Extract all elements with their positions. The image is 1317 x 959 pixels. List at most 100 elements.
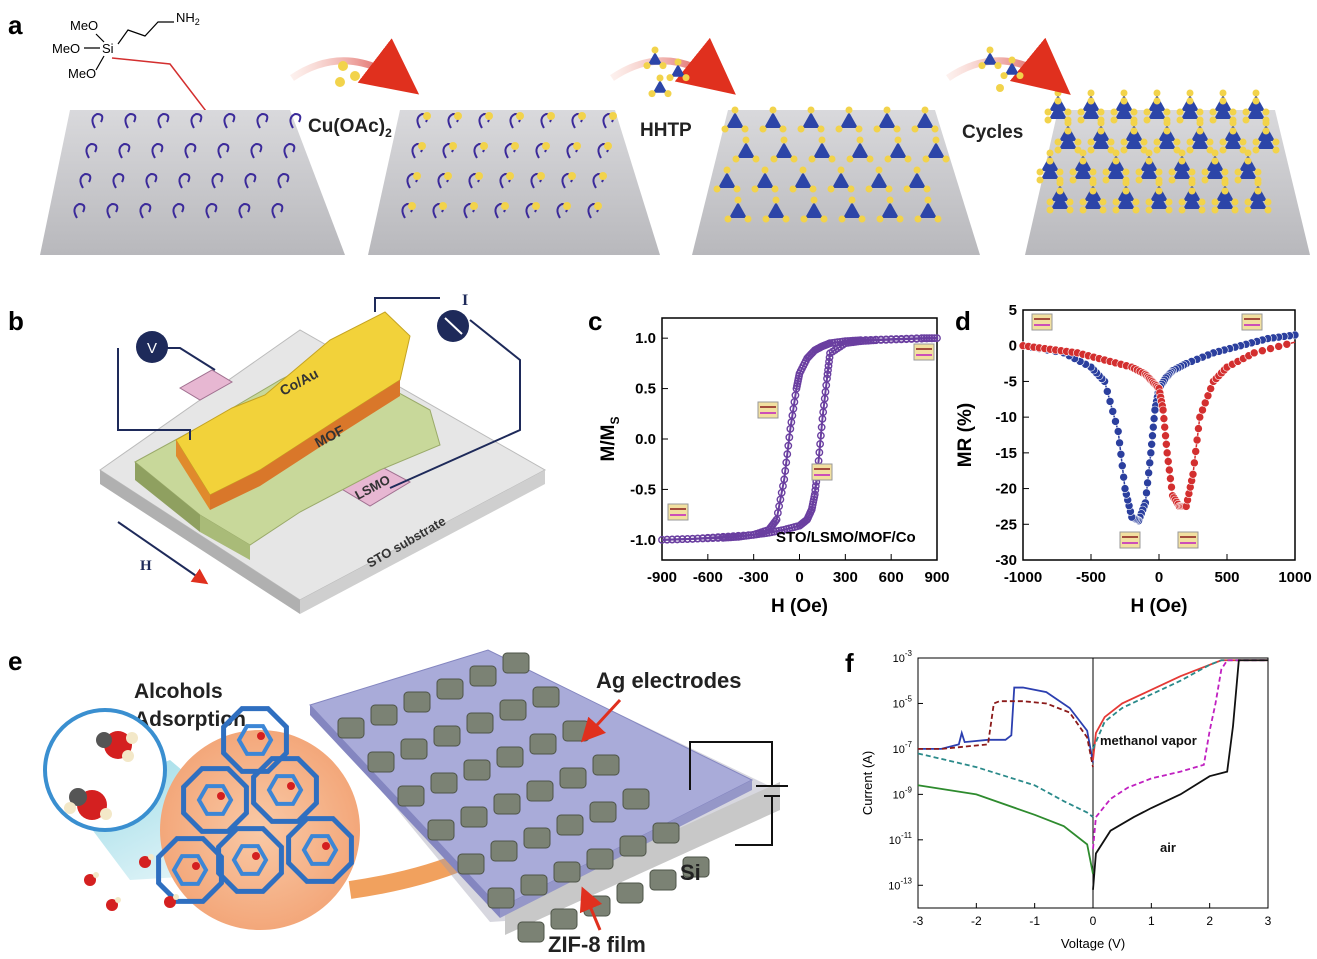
small-methanol [139, 856, 151, 868]
cu-node [713, 185, 721, 193]
cu-node [1211, 206, 1219, 214]
cu-node [752, 155, 760, 163]
ag-electrode [493, 793, 521, 815]
hhtp-unit [670, 64, 686, 77]
data-point [1249, 348, 1259, 358]
ag-electrode [652, 822, 680, 844]
amine-curls-plate-1 [73, 112, 302, 219]
cu-node [1120, 89, 1128, 97]
cu-node [923, 185, 931, 193]
cage-ring [236, 724, 274, 756]
zif-film-side [310, 705, 500, 918]
spin-state-icon [1177, 531, 1199, 549]
amine-curl [139, 202, 152, 219]
amine-curl [106, 202, 119, 219]
cu-node [723, 166, 731, 174]
cu-node [865, 185, 873, 193]
cu-node [1254, 168, 1262, 176]
cu-ion [506, 172, 514, 180]
hhtp-unit [832, 172, 850, 188]
cu-node [1155, 168, 1163, 176]
cu-node [731, 106, 739, 114]
zif-pointer-arrow [579, 886, 603, 931]
y-tick-label: -10 [995, 409, 1017, 426]
cu-node [924, 196, 932, 204]
hysteresis-chart: -900 -600 -300 0 300 600 900 -1.0 -0.5 0.0 0.5 1.0 H… [598, 317, 950, 617]
cu-node [1056, 187, 1064, 195]
cu-node [846, 155, 854, 163]
cu-node [1176, 108, 1184, 116]
molecule-meo-1: MeO [70, 18, 98, 33]
cu-node [1000, 72, 1008, 80]
ag-electrode [619, 835, 647, 857]
voltmeter-label: V [147, 340, 157, 357]
cu-node [1264, 198, 1272, 206]
cu-node [721, 125, 729, 133]
data-point [739, 531, 748, 540]
cu-ion [547, 112, 555, 120]
cu-node [914, 215, 922, 223]
hhtp-unit [878, 112, 896, 128]
cu-node [1173, 146, 1181, 154]
hhtp-unit [1249, 193, 1267, 209]
data-point [693, 534, 702, 543]
data-point [1116, 449, 1126, 459]
guest-molecule [287, 782, 295, 790]
amine-cu-plate-2 [401, 112, 617, 219]
cu-node [759, 125, 767, 133]
substrate-plate-1 [40, 110, 345, 255]
cu-node [1163, 116, 1171, 124]
cu-node [996, 84, 1004, 92]
cu-node [1046, 149, 1054, 157]
cu-node [1112, 206, 1120, 214]
cu-node [1046, 206, 1054, 214]
ag-electrode [436, 678, 464, 700]
data-point [1158, 405, 1168, 415]
data-point [864, 336, 873, 345]
panel-d: d -1000 -500 0 500 1000 5 0 -5 -10 -15 -20 -25 -30 H … [955, 302, 1312, 617]
data-point [1108, 407, 1118, 416]
cu-node [1120, 146, 1128, 154]
data-point [1113, 427, 1123, 436]
ag-electrode [433, 725, 461, 747]
methanol-small-molecules [84, 854, 179, 911]
cu-node [1242, 116, 1250, 124]
cu-node [875, 166, 883, 174]
amine-curl [73, 202, 86, 219]
small-hydrogen [148, 854, 154, 860]
cu-node [827, 185, 835, 193]
cu-node [1120, 97, 1128, 105]
lsmo-pad-left [179, 369, 233, 401]
cu-ion [516, 112, 524, 120]
cu-node [1054, 138, 1062, 146]
alcohols-label-line1: Alcohols [134, 680, 223, 703]
y-tick-label: 10-5 [893, 694, 913, 710]
cu-node [1107, 138, 1115, 146]
cu-ion [444, 172, 452, 180]
data-point [882, 335, 890, 344]
cu-node [1244, 206, 1252, 214]
data-point [688, 534, 697, 543]
x-tick-label: 0 [795, 569, 803, 586]
amine-curl [244, 172, 257, 189]
cu-node [903, 185, 911, 193]
cu-node [1186, 138, 1194, 146]
data-point [1188, 469, 1198, 479]
cu-ion [408, 202, 416, 210]
cu-node [856, 136, 864, 144]
x-tick-label: 900 [924, 569, 949, 586]
cu-node [1234, 176, 1242, 184]
cage-ring [266, 774, 304, 806]
cu-node [770, 155, 778, 163]
spin-state-icon [667, 503, 689, 521]
ag-electrode [400, 738, 428, 760]
cu-node [1054, 89, 1062, 97]
cu-node [1188, 176, 1196, 184]
data-point [1258, 346, 1267, 356]
data-point [892, 335, 901, 344]
y-tick-label: -30 [995, 552, 1017, 569]
ag-electrode [499, 699, 527, 721]
hhtp-unit [767, 202, 785, 218]
amine-curl [277, 172, 290, 189]
